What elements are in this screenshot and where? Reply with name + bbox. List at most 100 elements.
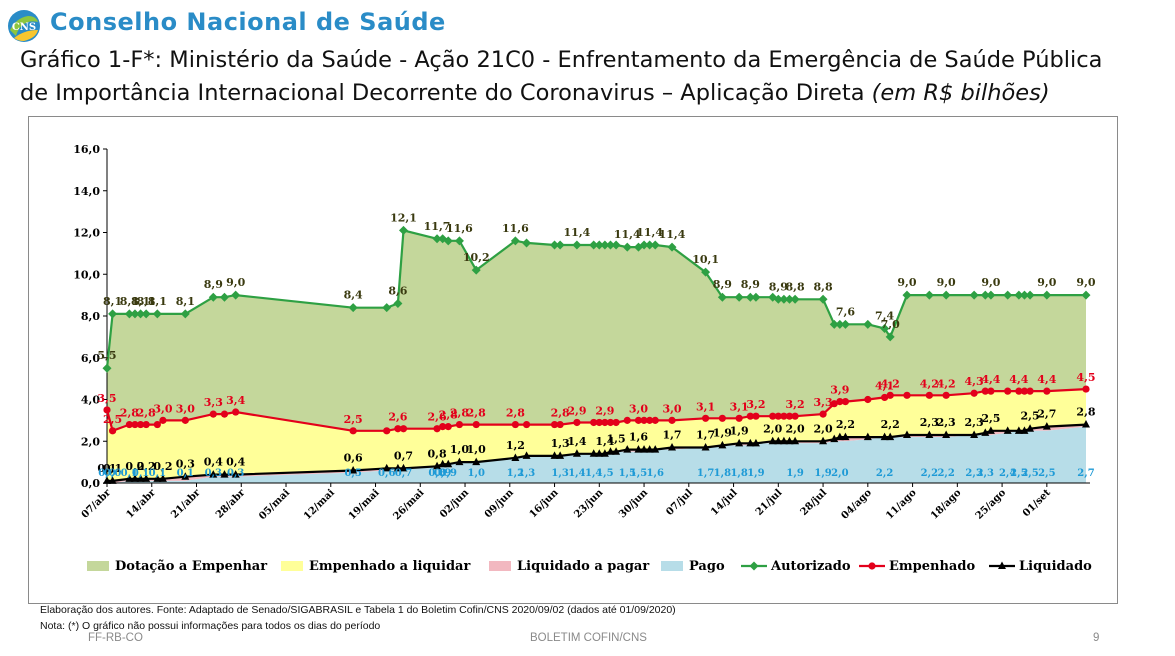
data-label-empenhado: 4,2 <box>881 377 900 390</box>
data-label-liquidado: 2,3 <box>920 416 939 429</box>
x-tick-label: 09/jun <box>483 487 517 521</box>
data-label-autorizado: 10,2 <box>463 251 490 264</box>
marker-empenhado <box>830 400 838 408</box>
marker-empenhado <box>651 416 659 424</box>
chart-container: 0,0 2,0 4,0 6,0 8,0 10,0 12,0 14,0 16,0 07/abr 14/… <box>28 116 1118 604</box>
data-label-empenhado: 3,2 <box>746 398 765 411</box>
data-label-autorizado: 8,4 <box>344 289 363 302</box>
data-label-pago: 2,2 <box>937 468 954 479</box>
marker-liquidado <box>153 474 162 482</box>
marker-liquidado <box>550 451 559 459</box>
x-tick-label: 19/mai <box>347 487 382 522</box>
marker-autorizado <box>639 240 649 250</box>
data-label-autorizado: 8,6 <box>388 284 407 297</box>
y-tick-label: 16,0 <box>73 143 100 156</box>
marker-autorizado <box>745 292 755 302</box>
x-tick-label: 30/jun <box>617 487 651 521</box>
data-label-liquidado: 1,3 <box>551 437 570 450</box>
data-label-autorizado: 9,0 <box>937 276 956 289</box>
marker-empenhado <box>550 420 559 429</box>
data-label-liquidado: 2,8 <box>1076 406 1095 419</box>
data-label-empenhado: 2,8 <box>450 407 469 420</box>
marker-liquidado <box>986 426 995 434</box>
data-label-pago: 0,9 <box>440 468 457 479</box>
data-label-autorizado: 11,4 <box>614 228 641 241</box>
data-label-empenhado: 2,9 <box>595 404 614 417</box>
marker-empenhado <box>634 416 643 424</box>
x-tick-label: 11/ago <box>884 487 919 522</box>
marker-empenhado <box>646 416 654 424</box>
marker-empenhado <box>606 418 615 427</box>
footnote: Nota: (*) O gráfico não possui informaçõ… <box>40 620 381 632</box>
marker-empenhado <box>433 425 441 433</box>
marker-empenhado <box>942 391 950 399</box>
marker-autorizado <box>443 236 453 246</box>
title-line-2-text: de Importância Internacional Decorrente … <box>20 80 865 106</box>
marker-liquidado <box>209 470 218 478</box>
marker-autorizado <box>650 240 660 250</box>
data-label-autorizado: 8,8 <box>786 280 805 293</box>
marker-autorizado <box>600 240 610 250</box>
data-label-liquidado: 2,2 <box>881 418 900 431</box>
data-label-autorizado: 11,7 <box>424 220 451 233</box>
data-label-autorizado: 11,4 <box>659 228 686 241</box>
marker-autorizado <box>645 240 655 250</box>
marker-empenhado <box>864 395 872 404</box>
marker-empenhado <box>836 397 844 406</box>
x-tick-label: 26/mai <box>391 487 426 522</box>
marker-autorizado <box>734 292 744 302</box>
marker-empenhado <box>399 425 408 433</box>
marker-empenhado <box>735 414 743 422</box>
marker-autorizado <box>779 294 789 304</box>
data-label-liquidado: 2,0 <box>763 422 782 435</box>
marker-liquidado <box>433 461 442 470</box>
marker-empenhado <box>981 387 989 395</box>
marker-empenhado <box>444 423 452 431</box>
legend-swatch-empenhado-a-liquidar <box>281 561 303 571</box>
marker-autorizado <box>835 319 845 329</box>
legend: Dotação a Empenhar Empenhado a liquidar Li… <box>87 559 1092 574</box>
marker-liquidado <box>606 447 615 455</box>
marker-empenhado <box>511 420 519 429</box>
data-label-autorizado: 9,0 <box>1037 276 1056 289</box>
org-name: Conselho Nacional de Saúde <box>50 8 446 36</box>
marker-empenhado <box>623 416 631 424</box>
data-label-empenhado: 3,1 <box>696 400 715 413</box>
marker-empenhado <box>125 420 133 429</box>
data-label-autorizado: 9,0 <box>981 276 1000 289</box>
marker-liquidado <box>746 438 755 447</box>
data-label-pago: 0,5 <box>344 468 361 479</box>
marker-autorizado <box>790 294 800 304</box>
marker-liquidado <box>768 436 777 445</box>
marker-liquidado <box>970 430 979 438</box>
marker-empenhado <box>103 406 111 414</box>
y-tick-label: 0,0 <box>81 477 100 490</box>
marker-empenhado <box>181 416 189 424</box>
data-label-pago: 0,3 <box>205 468 222 479</box>
y-tick-label: 8,0 <box>81 310 100 323</box>
marker-empenhado <box>841 397 850 406</box>
legend-label-autorizado: Autorizado <box>770 559 851 574</box>
data-label-liquidado: 0,3 <box>176 458 195 471</box>
marker-liquidado <box>1014 426 1023 434</box>
data-label-empenhado: 2,8 <box>439 409 458 422</box>
marker-empenhado <box>349 427 357 435</box>
data-label-autorizado: 8,1 <box>137 295 156 308</box>
data-label-autorizado: 7,0 <box>881 318 900 331</box>
data-label-pago: 0,0 <box>98 468 115 479</box>
marker-empenhado <box>573 418 581 427</box>
marker-autorizado <box>885 332 895 342</box>
data-label-pago: 1,9 <box>747 468 764 479</box>
marker-autorizado <box>432 234 442 244</box>
legend-label-empenhado: Empenhado <box>889 559 975 574</box>
marker-liquidado <box>779 436 788 445</box>
data-label-liquidado: 0,4 <box>226 456 245 469</box>
data-label-pago: 0,3 <box>227 468 244 479</box>
data-label-empenhado: 4,1 <box>875 379 894 392</box>
data-label-pago: 0,8 <box>428 468 445 479</box>
data-label-autorizado: 9,0 <box>1076 276 1095 289</box>
marker-autorizado <box>1025 290 1035 300</box>
data-label-pago: 0,7 <box>395 468 412 479</box>
data-label-liquidado: 0,6 <box>344 451 363 464</box>
data-label-pago: 2,7 <box>1077 468 1094 479</box>
